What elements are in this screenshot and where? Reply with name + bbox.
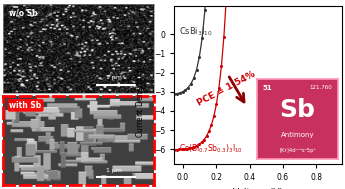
X-axis label: Voltage (V): Voltage (V) <box>233 188 283 189</box>
Text: CsBi$_3$I$_{10}$: CsBi$_3$I$_{10}$ <box>179 25 213 38</box>
Text: with Sb: with Sb <box>9 101 42 110</box>
Y-axis label: Current Density (mA cm$^{-2}$): Current Density (mA cm$^{-2}$) <box>134 33 148 138</box>
Text: 1 μm: 1 μm <box>106 168 121 173</box>
Text: 121.760: 121.760 <box>310 85 333 90</box>
Text: Antimony: Antimony <box>281 132 314 138</box>
Text: Sb: Sb <box>280 98 315 122</box>
Text: 1 μm: 1 μm <box>106 75 121 80</box>
Text: PCE = 1.54%: PCE = 1.54% <box>196 70 257 108</box>
Text: w/o Sb: w/o Sb <box>9 8 38 17</box>
Text: Cs(Bi$_{0.7}$Sb$_{0.3}$)$_3$I$_{10}$: Cs(Bi$_{0.7}$Sb$_{0.3}$)$_3$I$_{10}$ <box>179 143 243 155</box>
Text: [Kr]4d¹⁰⁵s²5p³: [Kr]4d¹⁰⁵s²5p³ <box>279 148 316 153</box>
Text: 51: 51 <box>263 85 272 91</box>
